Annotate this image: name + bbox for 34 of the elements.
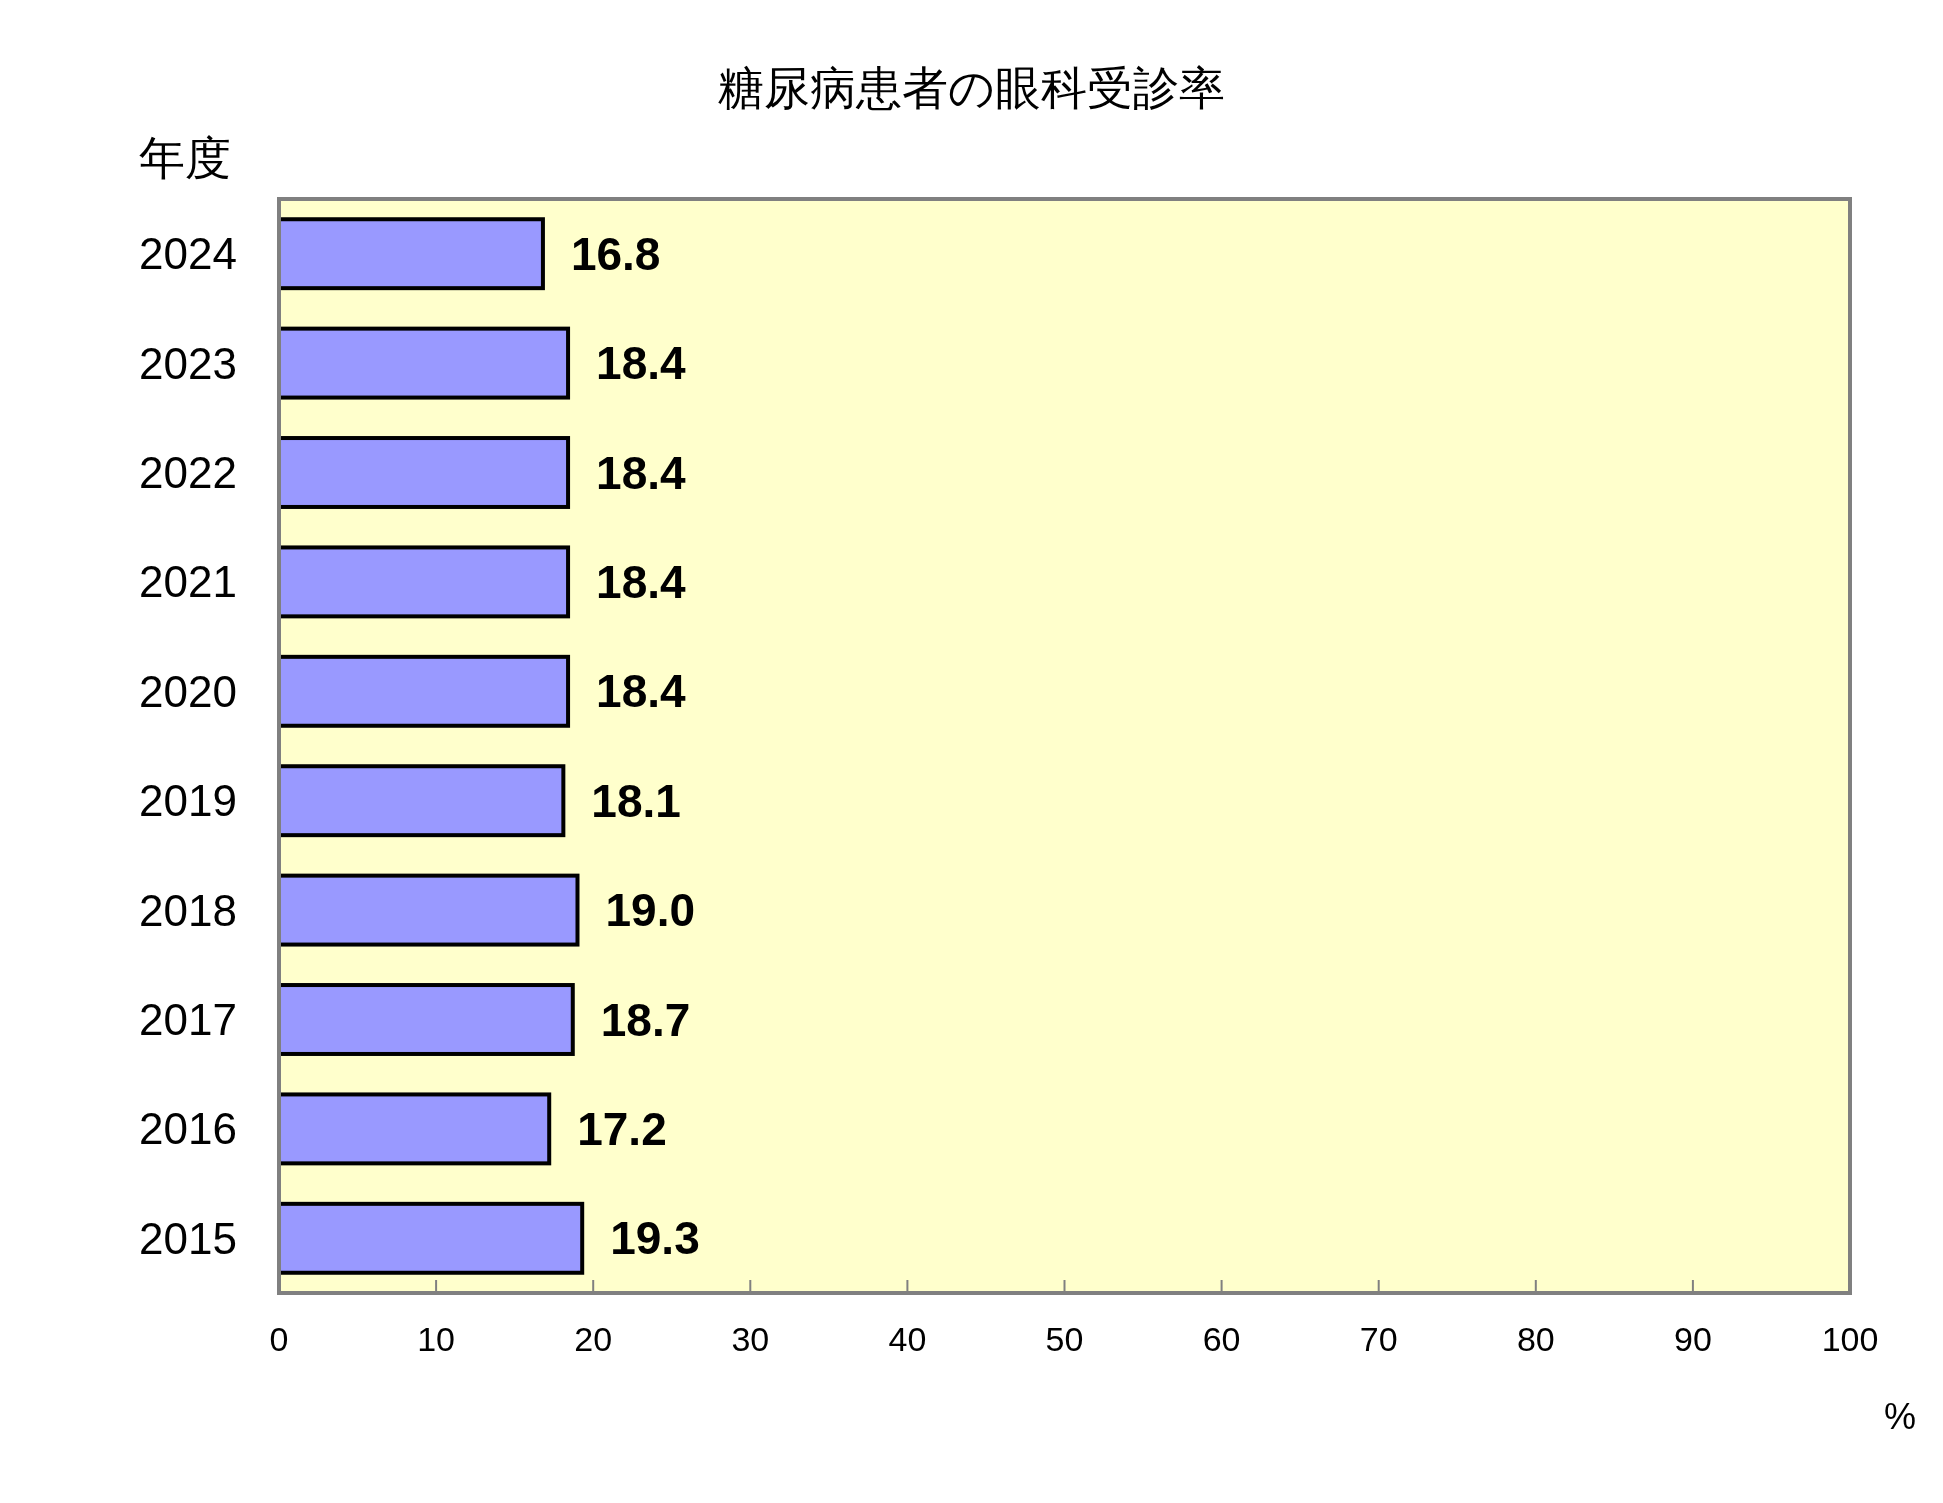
x-tick-label: 0 — [269, 1320, 289, 1358]
data-label: 17.2 — [577, 1102, 667, 1155]
data-label: 16.8 — [570, 227, 661, 280]
y-tick-label: 2018 — [139, 885, 237, 935]
y-tick-label: 2020 — [139, 666, 237, 716]
y-tick-label: 2017 — [139, 995, 237, 1044]
data-label: 18.4 — [596, 665, 687, 718]
x-tick-label: 90 — [1673, 1320, 1712, 1358]
y-tick-label: 2024 — [139, 229, 237, 279]
y-tick-label: 2021 — [139, 557, 237, 607]
data-label: 18.4 — [596, 446, 687, 499]
x-tick-label: 80 — [1516, 1320, 1555, 1358]
y-tick-label: 2022 — [139, 448, 237, 497]
y-tick-label: 2019 — [139, 776, 237, 826]
x-tick-label: 10 — [417, 1320, 456, 1358]
x-axis-title: % — [1883, 1395, 1917, 1437]
x-tick-label: 100 — [1821, 1320, 1879, 1358]
data-label: 18.7 — [600, 993, 691, 1046]
x-tick-label: 30 — [731, 1320, 770, 1358]
data-label: 18.4 — [596, 337, 687, 390]
x-tick-label: 70 — [1359, 1320, 1398, 1358]
y-axis-title: 年度 — [139, 132, 231, 184]
data-label: 19.0 — [605, 884, 696, 937]
data-label: 18.4 — [596, 555, 687, 608]
x-tick-label: 50 — [1045, 1320, 1084, 1358]
data-label: 19.3 — [610, 1212, 700, 1265]
chart-title: 糖尿病患者の眼科受診率 — [718, 62, 1225, 114]
y-tick-label: 2015 — [139, 1213, 237, 1263]
data-label: 18.1 — [591, 774, 681, 827]
y-tick-label: 2023 — [139, 338, 237, 388]
x-tick-label: 40 — [888, 1320, 927, 1358]
x-tick-label: 20 — [574, 1320, 613, 1358]
x-tick-label: 60 — [1202, 1320, 1241, 1358]
y-tick-label: 2016 — [139, 1104, 237, 1154]
